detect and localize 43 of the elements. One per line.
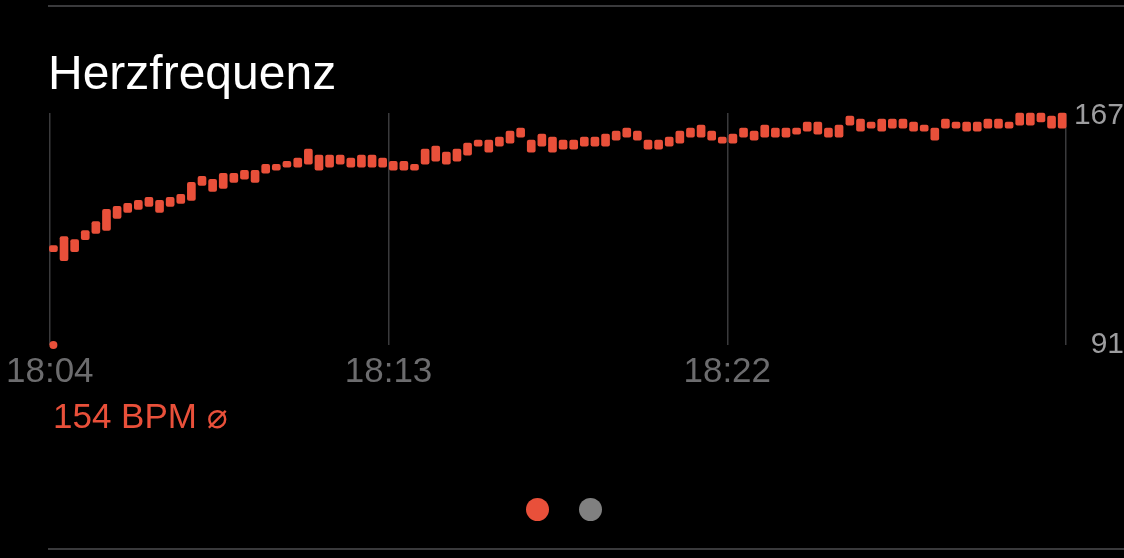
- bar: [452, 148, 462, 162]
- y-tick-label: 91: [1090, 326, 1124, 360]
- bar: [304, 148, 313, 165]
- x-tick-label: 18:13: [344, 349, 433, 389]
- bar: [431, 145, 441, 162]
- bar: [1047, 115, 1056, 129]
- bar: [112, 206, 122, 219]
- bar: [696, 124, 706, 138]
- bar: [155, 200, 164, 213]
- bar: [675, 130, 685, 144]
- bar: [760, 124, 770, 138]
- bar: [218, 172, 228, 189]
- bar: [834, 124, 844, 138]
- bar: [70, 239, 79, 252]
- bar: [1057, 112, 1067, 129]
- bar: [548, 136, 557, 153]
- bar: [442, 151, 451, 165]
- bar: [325, 154, 334, 168]
- bar: [930, 127, 940, 141]
- bar: [1015, 112, 1025, 126]
- bar: [463, 142, 472, 156]
- bar: [357, 154, 366, 168]
- bar: [187, 181, 196, 201]
- chart-title: Herzfrequenz: [48, 46, 337, 99]
- bar: [526, 139, 536, 153]
- y-tick-label: 167: [1073, 97, 1124, 131]
- bar: [314, 154, 324, 171]
- bar: [91, 221, 101, 234]
- bar: [250, 169, 260, 183]
- text: 154 BPM ⌀: [53, 396, 228, 435]
- bar: [877, 118, 887, 132]
- bar: [102, 209, 111, 231]
- bar: [505, 130, 515, 144]
- bar: [601, 133, 610, 147]
- bar: [537, 133, 547, 147]
- bar: [420, 148, 430, 165]
- bar: [856, 118, 865, 132]
- bar: [367, 154, 377, 168]
- bar: [208, 178, 217, 192]
- x-tick-label: 18:22: [683, 349, 772, 389]
- bar: [59, 236, 69, 261]
- bar: [1025, 112, 1035, 126]
- x-tick-label: 18:04: [6, 349, 94, 389]
